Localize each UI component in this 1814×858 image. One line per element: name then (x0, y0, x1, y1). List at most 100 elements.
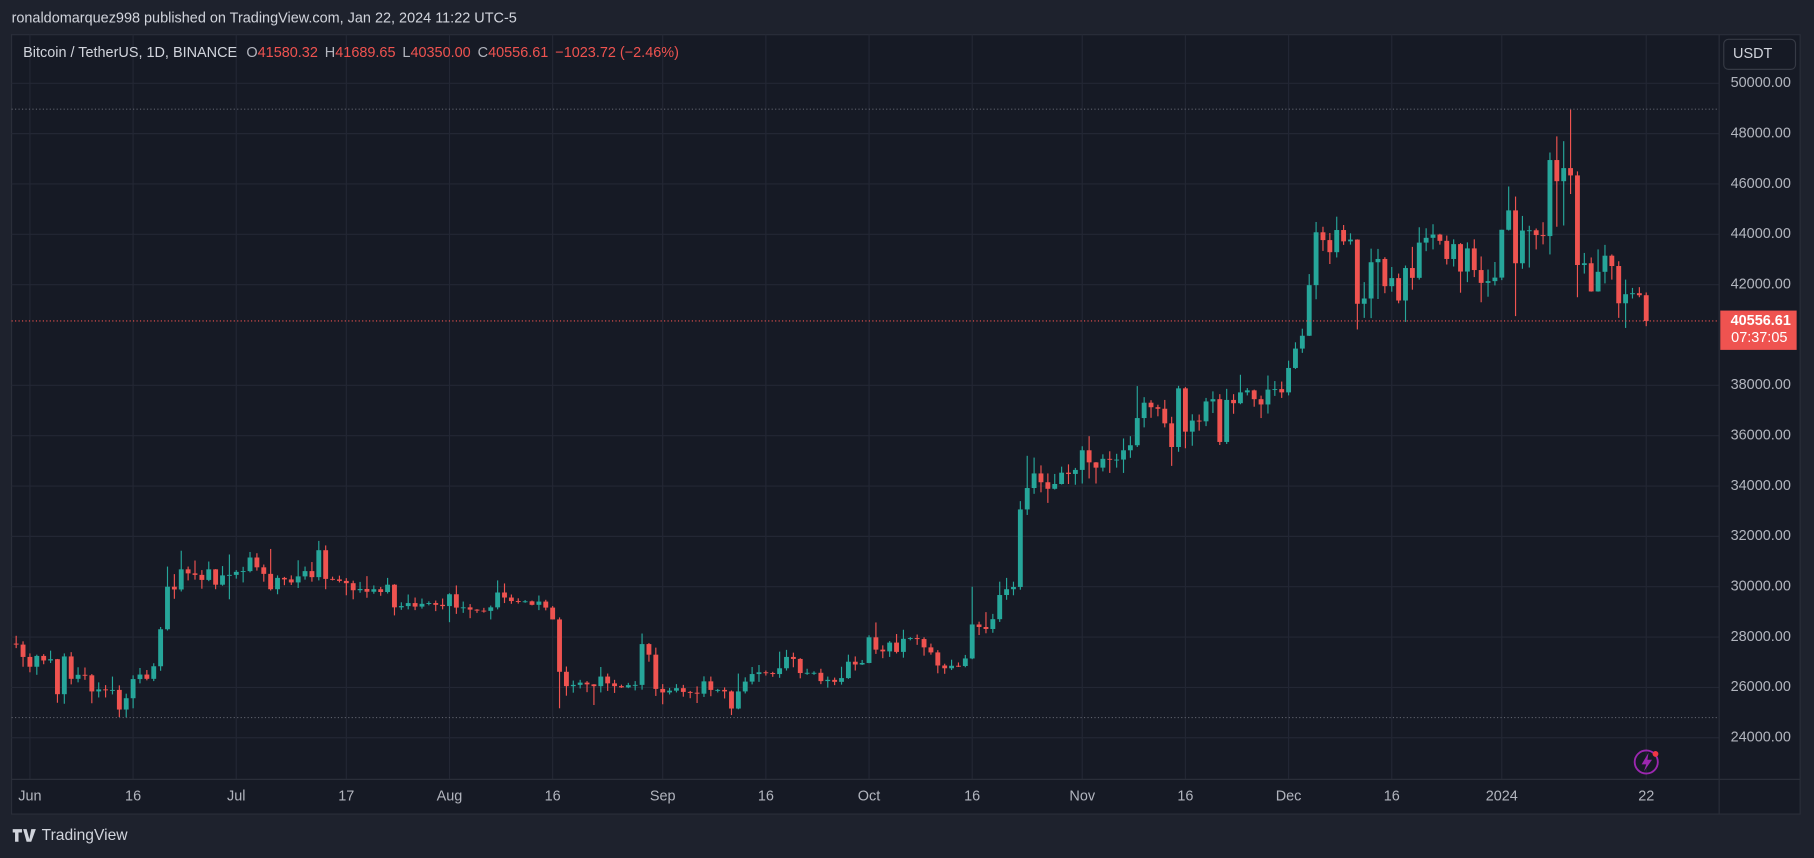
chart-panel (10, 34, 1801, 815)
candle-body (839, 678, 844, 682)
candle-body (123, 698, 129, 710)
candle-body (247, 557, 253, 572)
candle-body (295, 576, 301, 583)
currency-button[interactable] (1723, 38, 1797, 70)
candle-body (385, 584, 391, 592)
logo-mark (12, 829, 36, 842)
x-tick-label: Oct (858, 789, 880, 805)
candle-body (460, 607, 466, 609)
x-tick-label: Jul (227, 789, 245, 805)
candle-body (1327, 240, 1333, 253)
candle-body (343, 580, 349, 584)
candle-body (1526, 230, 1532, 232)
x-tick-label: 16 (1177, 789, 1193, 805)
candle-body (158, 629, 164, 667)
alert-icon[interactable] (1633, 749, 1659, 775)
candle-body (887, 642, 893, 652)
legend-value: 41689.65 (335, 45, 395, 61)
candle-body (1643, 295, 1649, 321)
x-tick-label: Jun (18, 789, 41, 805)
candle-body (680, 688, 686, 692)
candle-body (1499, 229, 1505, 278)
candle-body (392, 584, 397, 608)
x-tick-label: Sep (650, 789, 676, 805)
candle-body (1272, 389, 1278, 391)
candle-body (1403, 268, 1408, 301)
alert-bolt (1641, 752, 1653, 772)
candle-body (1162, 408, 1168, 424)
candle-body (206, 569, 212, 580)
candle-body (942, 665, 948, 669)
legend-value: 40350.00 (410, 45, 470, 61)
candle-body (1492, 277, 1498, 282)
candle-body (845, 661, 851, 679)
candle-body (818, 672, 824, 682)
y-tick-label: 44000.00 (1731, 226, 1791, 242)
candle-body (1238, 392, 1243, 404)
candle-body (729, 691, 734, 709)
candle-body (660, 688, 666, 693)
candle-body (240, 571, 246, 573)
candle-body (1581, 263, 1587, 266)
candle-body (1079, 450, 1085, 470)
candle-body (618, 686, 624, 688)
candle-body (1471, 248, 1477, 271)
candle-body (1458, 244, 1463, 272)
candle-body (96, 689, 102, 692)
candle-body (1361, 298, 1367, 304)
candle-body (742, 681, 748, 692)
y-tick-label: 32000.00 (1731, 528, 1791, 544)
candle-body (220, 575, 225, 585)
candle-body (34, 655, 40, 667)
candle-body (398, 606, 404, 608)
candle-body (226, 574, 232, 576)
candle-body (1127, 445, 1133, 451)
candle-body (639, 644, 645, 685)
candle-body (103, 689, 109, 691)
candle-body (777, 668, 783, 675)
candle-body (1299, 335, 1305, 349)
candle-body (75, 674, 81, 679)
x-tick-label: 16 (1384, 789, 1400, 805)
candle-body (969, 624, 975, 659)
y-tick-label: 28000.00 (1731, 629, 1791, 645)
candle-body (701, 681, 707, 694)
candle-body (1210, 399, 1216, 402)
candle-body (825, 679, 831, 682)
candle-body (983, 626, 989, 629)
candle-body (756, 672, 762, 675)
candle-body (302, 571, 308, 577)
legend: Bitcoin / TetherUS, 1D, BINANCE O41580.32… (23, 45, 679, 61)
candle-body (1375, 258, 1381, 263)
candle-body (1196, 420, 1202, 422)
candle-body (612, 683, 617, 687)
candle-body (687, 691, 693, 693)
candle-body (1609, 255, 1615, 267)
candle-body (1004, 589, 1010, 596)
candle-body (1396, 278, 1402, 301)
candle-body (213, 569, 219, 585)
plot (11, 108, 1720, 719)
candle-body (900, 638, 906, 652)
candle-body (61, 656, 67, 695)
candle-body (275, 577, 280, 590)
candle-body (543, 601, 549, 608)
candle-body (1066, 472, 1071, 474)
candle-body (199, 574, 205, 580)
candle-body (178, 569, 184, 590)
candle-body (82, 674, 88, 676)
x-tick-label: 16 (125, 789, 141, 805)
candle-body (976, 624, 982, 627)
candle-body (1176, 388, 1181, 448)
candle-body (1341, 230, 1347, 242)
candle-body (1306, 285, 1312, 336)
candle-body (990, 619, 996, 629)
candle-body (1320, 232, 1326, 241)
candle-body (1011, 586, 1016, 590)
candle-body (316, 550, 322, 578)
candle-body (921, 639, 927, 648)
candle-body (1630, 293, 1635, 295)
currency-label: USDT (1733, 46, 1772, 62)
